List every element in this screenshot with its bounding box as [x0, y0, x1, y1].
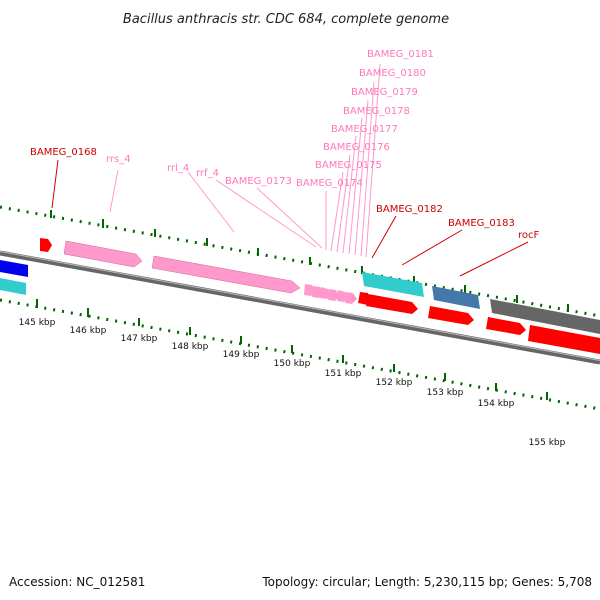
tick-label: 149 kbp: [223, 350, 260, 360]
gene-label-bameg-0174: BAMEG_0174: [296, 178, 363, 189]
gene-label-rrf-4: rrf_4: [196, 168, 219, 179]
ruler-major-ticks: [36, 210, 569, 400]
tick-label: 146 kbp: [70, 326, 107, 336]
red-gene-labels: BAMEG_0168 BAMEG_0182 BAMEG_0183 rocF: [30, 147, 540, 241]
gene-label-bameg-0178: BAMEG_0178: [343, 106, 410, 117]
gene-label-bameg-0179: BAMEG_0179: [351, 87, 418, 98]
gene-label-rocf: rocF: [518, 230, 540, 241]
gene-arrow-rocf-a: [486, 317, 526, 335]
pink-gene-labels: rrs_4 rrl_4 rrf_4 BAMEG_0173 BAMEG_0174 …: [106, 49, 434, 189]
accession-text: Accession: NC_012581: [9, 575, 145, 589]
rrs-4-arrow: [63, 240, 143, 268]
genome-summary-text: Topology: circular; Length: 5,230,115 bp…: [261, 575, 592, 589]
gene-label-bameg-0173: BAMEG_0173: [225, 176, 292, 187]
bameg-0175-arrow: [328, 289, 340, 301]
gene-arrow-bameg-0183: [428, 306, 474, 325]
tick-label: 153 kbp: [427, 388, 464, 398]
gene-label-bameg-0176: BAMEG_0176: [323, 142, 390, 153]
tick-label: 150 kbp: [274, 359, 311, 369]
gene-arrow-rocf-b: [528, 325, 600, 354]
red-leader-lines: [51, 159, 529, 277]
gene-label-bameg-0182: BAMEG_0182: [376, 204, 443, 215]
small-red-gene: [358, 292, 368, 305]
tick-label: 151 kbp: [325, 369, 362, 379]
tick-label: 147 kbp: [121, 334, 158, 344]
genome-backbone-highlight: [0, 251, 600, 361]
gene-label-bameg-0181: BAMEG_0181: [367, 49, 434, 60]
genome-title: Bacillus anthracis str. CDC 684, complet…: [123, 12, 449, 27]
tick-label: 155 kbp: [529, 438, 566, 448]
steel-gene-block: [432, 286, 480, 309]
gene-arrow-bameg-0168: [40, 238, 52, 252]
gene-arrow-bameg-0182: [366, 294, 418, 314]
bameg-0177-arrow: [345, 292, 357, 304]
tick-label: 145 kbp: [19, 318, 56, 328]
tick-label: 154 kbp: [478, 399, 515, 409]
blue-gene-block: [0, 260, 28, 277]
reverse-strand-features: [0, 278, 600, 354]
gene-label-rrl-4: rrl_4: [167, 163, 189, 174]
gene-label-bameg-0183: BAMEG_0183: [448, 218, 515, 229]
gene-label-bameg-0177: BAMEG_0177: [331, 124, 398, 135]
gene-label-bameg-0180: BAMEG_0180: [359, 68, 426, 79]
gene-label-bameg-0175: BAMEG_0175: [315, 160, 382, 171]
gene-label-rrs-4: rrs_4: [106, 154, 131, 165]
cyan-gene-block-right: [362, 272, 424, 297]
gray-gene-block: [490, 299, 600, 334]
tick-label: 152 kbp: [376, 378, 413, 388]
cyan-gene-block-left: [0, 278, 26, 295]
genome-backbone: [0, 250, 600, 365]
gene-label-bameg-0168: BAMEG_0168: [30, 147, 97, 158]
pink-leader-lines: [109, 63, 381, 258]
forward-strand-features: [0, 238, 600, 334]
rrl-4-arrow: [151, 255, 301, 294]
tick-label: 148 kbp: [172, 342, 209, 352]
scale-labels: 145 kbp 146 kbp 147 kbp 148 kbp 149 kbp …: [19, 318, 566, 448]
